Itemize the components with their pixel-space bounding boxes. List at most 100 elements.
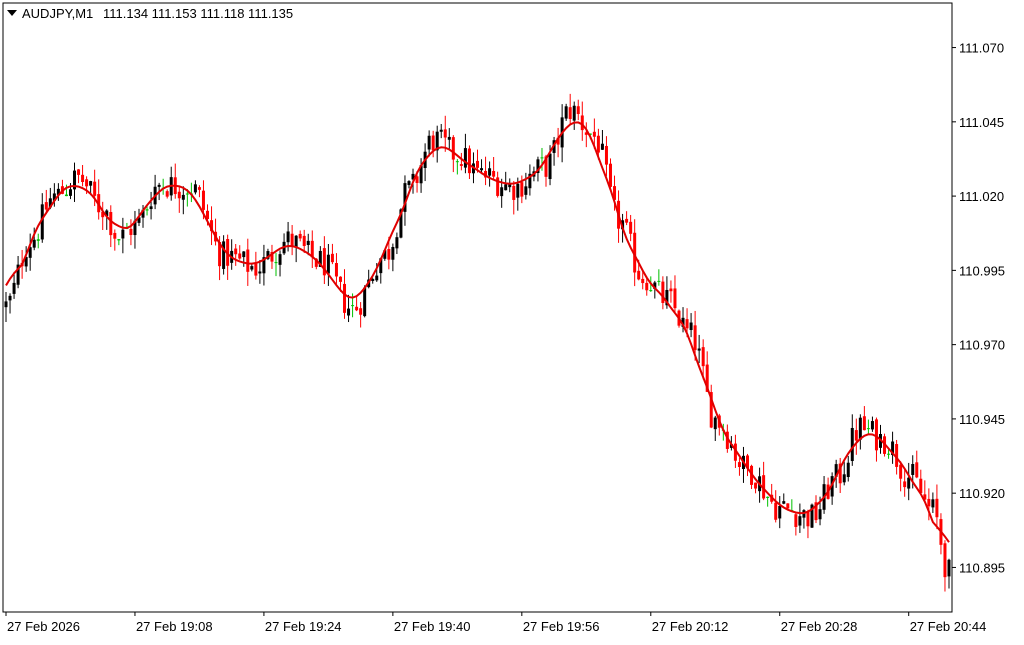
candle-body — [737, 462, 741, 468]
candle-body — [548, 153, 552, 180]
candle-body — [862, 416, 866, 431]
candle-body — [318, 250, 322, 267]
candle-body — [343, 283, 347, 313]
x-tick-label: 27 Feb 20:12 — [652, 619, 729, 634]
candle-body — [536, 159, 540, 174]
candle-body — [218, 241, 222, 267]
candle-body — [403, 183, 407, 212]
candle-body — [588, 133, 592, 135]
candle-body — [870, 421, 874, 430]
candle-body — [205, 210, 209, 220]
candle-body — [145, 209, 149, 211]
candle-body — [234, 248, 238, 255]
candle-body — [89, 181, 93, 186]
candle-body — [492, 170, 496, 177]
candle-body — [459, 164, 463, 166]
ohlc-readout: 111.134 111.153 111.118 111.135 — [103, 6, 293, 21]
x-tick-label: 27 Feb 20:44 — [910, 619, 987, 634]
candle-body — [766, 496, 770, 498]
candle-body — [637, 270, 641, 280]
candle-body — [657, 280, 661, 282]
candle-body — [685, 319, 689, 329]
candle-body — [665, 289, 669, 306]
y-tick-label: 110.920 — [959, 486, 1005, 501]
candle-body — [746, 455, 750, 469]
candle-body — [778, 506, 782, 519]
candle-body — [608, 163, 612, 187]
triangle-down-icon[interactable] — [7, 10, 17, 16]
candle-body — [447, 136, 451, 140]
candle-body — [242, 251, 246, 258]
candle-body — [842, 474, 846, 483]
candle-body — [786, 503, 790, 509]
x-tick-label: 27 Feb 19:40 — [394, 619, 471, 634]
candle-body — [334, 263, 338, 277]
candle-body — [512, 185, 516, 200]
candle-body — [185, 193, 189, 195]
candle-body — [443, 129, 447, 138]
candle-body — [762, 475, 766, 499]
candle-body — [923, 494, 927, 500]
candle-body — [117, 239, 121, 241]
candle-body — [641, 278, 645, 284]
candle-body — [520, 182, 524, 197]
x-axis: 27 Feb 2026 27 Feb 19:08 27 Feb 19:24 27 Fe… — [5, 612, 987, 634]
candle-body — [500, 187, 504, 197]
candle-body — [48, 198, 52, 208]
candle-body — [903, 481, 907, 488]
candle-body — [798, 516, 802, 526]
candle-body — [330, 253, 334, 263]
x-tick-label: 27 Feb 2026 — [7, 619, 80, 634]
y-tick-label: 111.045 — [959, 115, 1004, 130]
x-tick-label: 27 Feb 20:28 — [781, 619, 858, 634]
candle-body — [415, 176, 419, 183]
candle-body — [681, 317, 685, 327]
candle-body — [673, 288, 677, 309]
candle-body — [121, 229, 125, 239]
candle-body — [782, 501, 786, 504]
candle-body — [613, 186, 617, 200]
candle-body — [8, 295, 12, 301]
candle-body — [725, 431, 729, 449]
candle-body — [484, 170, 488, 178]
candle-body — [262, 257, 266, 274]
candle-body — [36, 239, 40, 241]
candle-body — [645, 282, 649, 291]
y-tick-label: 111.020 — [959, 189, 1004, 204]
y-axis: 111.070 111.045 111.020 110.995 110.970 110.9… — [952, 41, 1005, 575]
candle-body — [544, 156, 548, 177]
candle-body — [850, 427, 854, 462]
candle-body — [73, 170, 77, 190]
candle-body — [411, 173, 415, 180]
candle-body — [564, 106, 568, 119]
candle-body — [689, 322, 693, 331]
candle-body — [427, 135, 431, 150]
candle-body — [399, 209, 403, 238]
candle-body — [806, 511, 810, 527]
candle-body — [105, 210, 109, 217]
candle-body — [165, 191, 169, 197]
candle-body — [310, 240, 314, 258]
candle-body — [306, 240, 310, 245]
candle-body — [322, 248, 326, 276]
candle-body — [516, 183, 520, 198]
candle-body — [733, 443, 737, 461]
candle-body — [298, 233, 302, 239]
candle-body — [141, 209, 145, 218]
candle-body — [238, 253, 242, 259]
candle-body — [77, 169, 81, 175]
candle-body — [290, 233, 294, 247]
candle-body — [40, 204, 44, 240]
candle-body — [363, 287, 367, 317]
candle-body — [854, 430, 858, 441]
candle-body — [451, 137, 455, 160]
candle-body — [351, 305, 355, 307]
candle-body — [407, 181, 411, 185]
candle-body — [294, 235, 298, 248]
candle-body — [915, 462, 919, 478]
candle-body — [314, 258, 318, 267]
candle-body — [887, 453, 891, 455]
candle-body — [113, 232, 117, 239]
